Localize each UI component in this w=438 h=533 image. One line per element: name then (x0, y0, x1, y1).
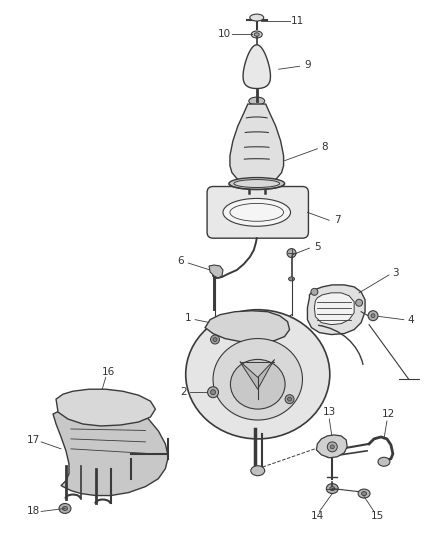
Ellipse shape (230, 359, 284, 409)
Ellipse shape (288, 277, 294, 281)
Ellipse shape (223, 198, 290, 226)
Polygon shape (56, 389, 155, 426)
Text: 9: 9 (304, 60, 310, 70)
Ellipse shape (325, 483, 337, 494)
Text: 3: 3 (392, 268, 398, 278)
Ellipse shape (357, 489, 369, 498)
Text: 7: 7 (333, 215, 340, 225)
FancyBboxPatch shape (207, 187, 308, 238)
Ellipse shape (355, 300, 362, 306)
Text: 2: 2 (180, 387, 186, 397)
Ellipse shape (367, 311, 377, 321)
Text: 17: 17 (27, 435, 40, 445)
Ellipse shape (251, 31, 261, 38)
Ellipse shape (377, 457, 389, 466)
Text: 14: 14 (310, 511, 323, 521)
Polygon shape (239, 359, 274, 389)
Ellipse shape (185, 310, 329, 439)
Ellipse shape (361, 491, 366, 496)
Text: 12: 12 (381, 409, 395, 419)
Text: 4: 4 (406, 314, 413, 325)
Ellipse shape (249, 14, 263, 21)
Ellipse shape (254, 33, 259, 36)
Polygon shape (316, 435, 346, 458)
Ellipse shape (370, 314, 374, 318)
Text: 11: 11 (290, 15, 304, 26)
Ellipse shape (212, 337, 216, 342)
Ellipse shape (210, 335, 219, 344)
Ellipse shape (62, 506, 67, 511)
Ellipse shape (327, 442, 336, 452)
Ellipse shape (287, 397, 291, 401)
Text: 8: 8 (320, 142, 327, 152)
Ellipse shape (212, 338, 302, 420)
Ellipse shape (250, 466, 264, 475)
Ellipse shape (233, 180, 279, 188)
Ellipse shape (210, 390, 215, 394)
Ellipse shape (284, 394, 293, 403)
Text: 18: 18 (27, 506, 40, 516)
Text: 1: 1 (184, 313, 191, 322)
Polygon shape (208, 265, 223, 278)
Text: 5: 5 (313, 242, 320, 252)
Polygon shape (307, 285, 364, 335)
Polygon shape (53, 404, 168, 496)
Ellipse shape (229, 177, 284, 190)
Ellipse shape (207, 387, 218, 398)
Text: 10: 10 (217, 29, 230, 39)
Ellipse shape (329, 487, 334, 490)
Ellipse shape (329, 445, 333, 449)
Polygon shape (205, 311, 289, 343)
Ellipse shape (59, 504, 71, 513)
Ellipse shape (310, 288, 317, 295)
Ellipse shape (286, 248, 295, 257)
Text: 13: 13 (322, 407, 335, 417)
Polygon shape (314, 293, 353, 325)
Polygon shape (230, 104, 283, 184)
Ellipse shape (248, 97, 264, 105)
Polygon shape (243, 45, 270, 88)
Text: 15: 15 (370, 511, 383, 521)
Text: 6: 6 (177, 256, 183, 266)
Text: 16: 16 (102, 367, 115, 377)
